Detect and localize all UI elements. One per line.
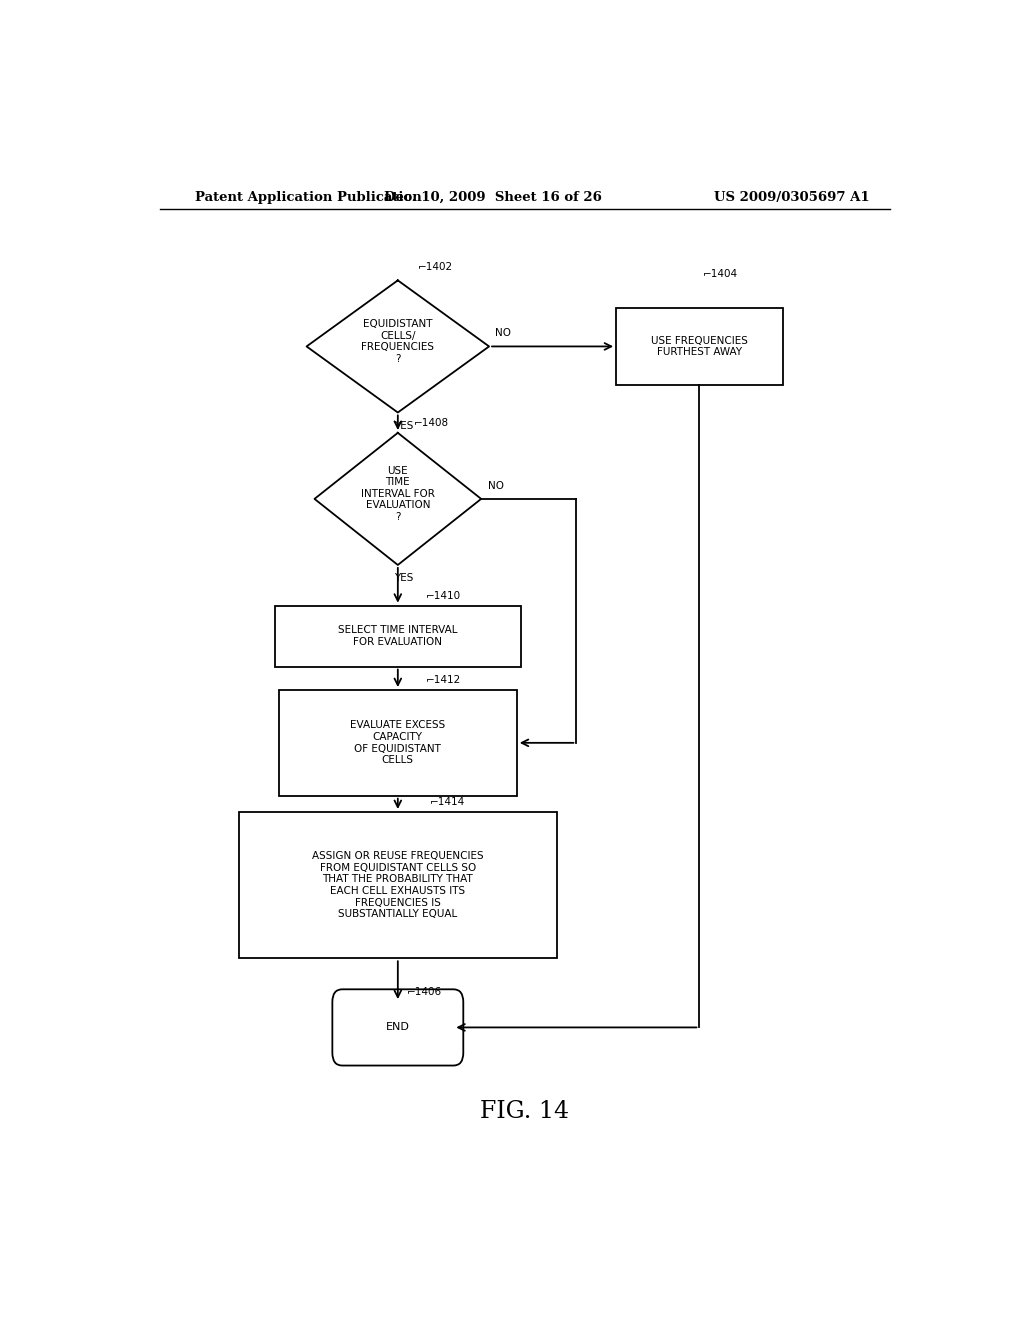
Text: FIG. 14: FIG. 14 <box>480 1101 569 1123</box>
Text: Patent Application Publication: Patent Application Publication <box>196 190 422 203</box>
Text: USE FREQUENCIES
FURTHEST AWAY: USE FREQUENCIES FURTHEST AWAY <box>651 335 748 358</box>
Text: END: END <box>386 1023 410 1032</box>
Bar <box>279 690 517 796</box>
Text: ⌐1410: ⌐1410 <box>426 590 461 601</box>
Text: ⌐1408: ⌐1408 <box>414 417 449 428</box>
Text: EQUIDISTANT
CELLS/
FREQUENCIES
?: EQUIDISTANT CELLS/ FREQUENCIES ? <box>361 319 434 364</box>
Text: ⌐1406: ⌐1406 <box>408 987 442 997</box>
Text: NO: NO <box>496 329 511 338</box>
Text: ⌐1404: ⌐1404 <box>703 269 738 280</box>
Bar <box>240 812 557 958</box>
Text: ASSIGN OR REUSE FREQUENCIES
FROM EQUIDISTANT CELLS SO
THAT THE PROBABILITY THAT
: ASSIGN OR REUSE FREQUENCIES FROM EQUIDIS… <box>312 851 483 919</box>
Text: EVALUATE EXCESS
CAPACITY
OF EQUIDISTANT
CELLS: EVALUATE EXCESS CAPACITY OF EQUIDISTANT … <box>350 721 445 766</box>
Text: SELECT TIME INTERVAL
FOR EVALUATION: SELECT TIME INTERVAL FOR EVALUATION <box>338 626 458 647</box>
Bar <box>616 308 782 385</box>
Text: ⌐1402: ⌐1402 <box>418 263 453 272</box>
Text: YES: YES <box>394 421 414 430</box>
Text: US 2009/0305697 A1: US 2009/0305697 A1 <box>715 190 870 203</box>
Text: ⌐1414: ⌐1414 <box>430 797 465 807</box>
Text: NO: NO <box>487 480 504 491</box>
Bar <box>274 606 521 667</box>
Text: ⌐1412: ⌐1412 <box>426 675 461 685</box>
Text: YES: YES <box>394 573 414 583</box>
Text: USE
TIME
INTERVAL FOR
EVALUATION
?: USE TIME INTERVAL FOR EVALUATION ? <box>360 466 435 521</box>
Text: Dec. 10, 2009  Sheet 16 of 26: Dec. 10, 2009 Sheet 16 of 26 <box>384 190 602 203</box>
